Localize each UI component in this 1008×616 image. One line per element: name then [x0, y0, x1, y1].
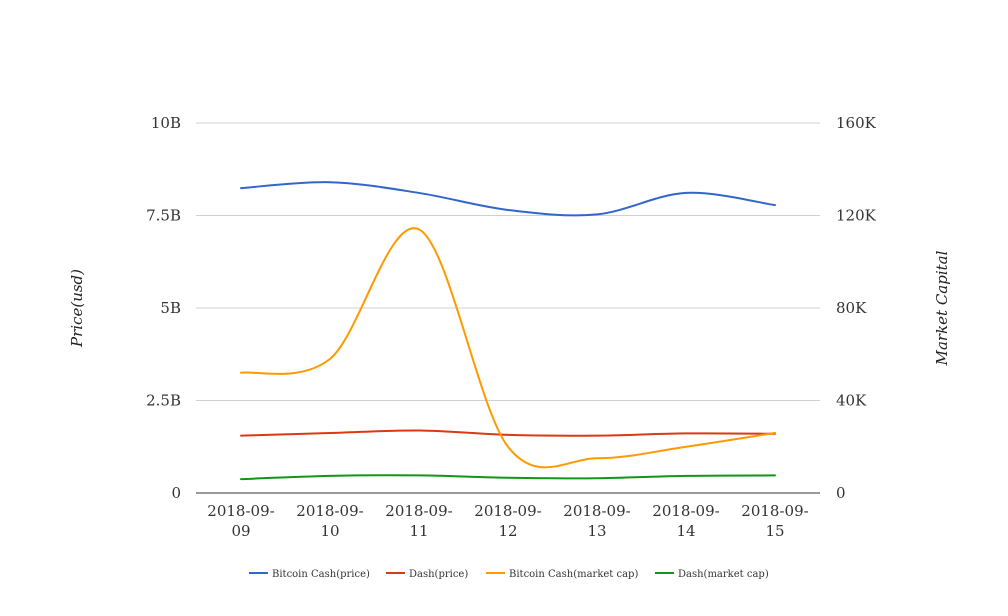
series-line-2: [240, 227, 776, 469]
x-tick-label-line: 2018-09-: [741, 502, 808, 520]
x-tick-label: 2018-09- 11: [385, 502, 452, 540]
y-tick-label-right: 80K: [836, 299, 867, 317]
x-tick-label: 2018-09- 15: [741, 502, 808, 540]
left-y-axis-ticks: 0 2.5B 5B 7.5B 10B: [146, 114, 181, 502]
y-axis-title-right: Market Capital: [933, 250, 951, 366]
x-tick-label-line: 10: [320, 522, 339, 540]
x-tick-label-line: 2018-09-: [652, 502, 719, 520]
series-line-3: [240, 474, 776, 481]
y-tick-label-left: 5B: [160, 299, 181, 317]
x-tick-label: 2018-09- 09: [207, 502, 274, 540]
series-line-1: [240, 429, 776, 437]
x-tick-label-line: 2018-09-: [385, 502, 452, 520]
y-axis-title-left: Price(usd): [68, 269, 86, 348]
x-tick-label-line: 2018-09-: [296, 502, 363, 520]
y-tick-label-right: 0: [836, 484, 846, 502]
y-tick-label-right: 120K: [836, 207, 877, 225]
y-tick-label-left: 7.5B: [146, 207, 181, 225]
y-tick-label-left: 10B: [151, 114, 181, 132]
right-y-axis-ticks: 0 40K 80K 120K 160K: [836, 114, 877, 502]
x-tick-label-line: 12: [498, 522, 517, 540]
x-tick-label: 2018-09- 12: [474, 502, 541, 540]
x-tick-label-line: 2018-09-: [207, 502, 274, 520]
y-tick-label-left: 2.5B: [146, 392, 181, 410]
legend-label: Bitcoin Cash(price): [272, 569, 370, 580]
legend-label: Dash(price): [409, 569, 468, 580]
series-lines: [240, 181, 776, 481]
x-tick-label: 2018-09- 10: [296, 502, 363, 540]
x-tick-label: 2018-09- 13: [563, 502, 630, 540]
x-tick-label-line: 11: [409, 522, 428, 540]
x-tick-label-line: 15: [765, 522, 784, 540]
x-axis-ticks: 2018-09- 09 2018-09- 10 2018-09- 11 2018-09- 12…: [207, 502, 808, 540]
legend-label: Bitcoin Cash(market cap): [509, 569, 638, 580]
y-tick-label-right: 160K: [836, 114, 877, 132]
legend-label: Dash(market cap): [678, 569, 769, 580]
x-tick-label-line: 13: [587, 522, 606, 540]
x-tick-label-line: 2018-09-: [563, 502, 630, 520]
x-tick-label-line: 14: [676, 522, 695, 540]
y-tick-label-right: 40K: [836, 392, 867, 410]
legend: Bitcoin Cash(price) Dash(price) Bitcoin Ca…: [249, 569, 769, 580]
gridlines: [196, 122, 820, 401]
x-tick-label-line: 09: [231, 522, 250, 540]
y-tick-label-left: 0: [171, 484, 181, 502]
x-tick-label: 2018-09- 14: [652, 502, 719, 540]
series-line-0: [240, 181, 776, 217]
x-tick-label-line: 2018-09-: [474, 502, 541, 520]
